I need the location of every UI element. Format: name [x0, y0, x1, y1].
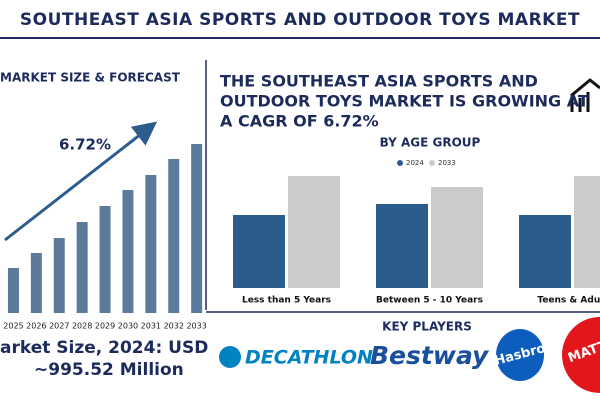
bar [376, 204, 428, 288]
chart-title: BY AGE GROUP [380, 136, 481, 150]
legend-label: 2033 [438, 159, 456, 167]
bar [233, 215, 285, 288]
bar [76, 222, 88, 313]
bar [122, 190, 134, 313]
bar [53, 238, 65, 313]
x-tick-label: 2025 [3, 322, 23, 331]
x-tick-label: Between 5 - 10 Years [376, 296, 483, 306]
legend-swatch [429, 160, 435, 166]
x-tick-label: 2026 [26, 322, 46, 331]
logo-bg [496, 329, 544, 381]
bar [288, 176, 340, 288]
bar [145, 175, 157, 313]
x-tick-label: 2030 [118, 322, 138, 331]
x-tick-label: 2027 [49, 322, 69, 331]
annotation: 6.72% [59, 136, 111, 154]
bar [99, 206, 111, 313]
bar [431, 187, 483, 288]
logo: DECATHLON [245, 347, 373, 369]
header-title: SOUTHEAST ASIA SPORTS AND OUTDOOR TOYS M… [20, 10, 580, 30]
headline: OUTDOOR TOYS MARKET IS GROWING AT [220, 92, 589, 111]
bar [7, 268, 19, 313]
logo-icon [219, 346, 241, 368]
x-tick-label: 2028 [72, 322, 92, 331]
x-tick-label: 2029 [95, 322, 115, 331]
bar [168, 159, 180, 313]
bar [574, 176, 600, 288]
growth-arrow [4, 121, 158, 242]
chart-title: MARKET SIZE & FORECAST [0, 71, 181, 85]
market-size: ~995.52 Million [34, 360, 184, 380]
x-tick-label: 2032 [164, 322, 184, 331]
x-tick-label: Teens & Adult [537, 296, 600, 306]
legend-swatch [397, 160, 403, 166]
market-size: arket Size, 2024: USD [0, 338, 208, 358]
logo: Bestway [370, 341, 490, 370]
building-icon [570, 78, 600, 112]
key-players-title: KEY PLAYERS [382, 320, 472, 334]
logo-bg [562, 317, 600, 393]
x-tick-label: Less than 5 Years [242, 296, 331, 306]
headline: THE SOUTHEAST ASIA SPORTS AND [220, 72, 538, 91]
x-tick-label: 2031 [141, 322, 161, 331]
headline: A CAGR OF 6.72% [220, 112, 379, 131]
x-tick-label: 2033 [186, 322, 206, 331]
bar [30, 253, 42, 313]
bar [519, 215, 571, 288]
legend-label: 2024 [406, 159, 424, 167]
bar [191, 144, 203, 313]
